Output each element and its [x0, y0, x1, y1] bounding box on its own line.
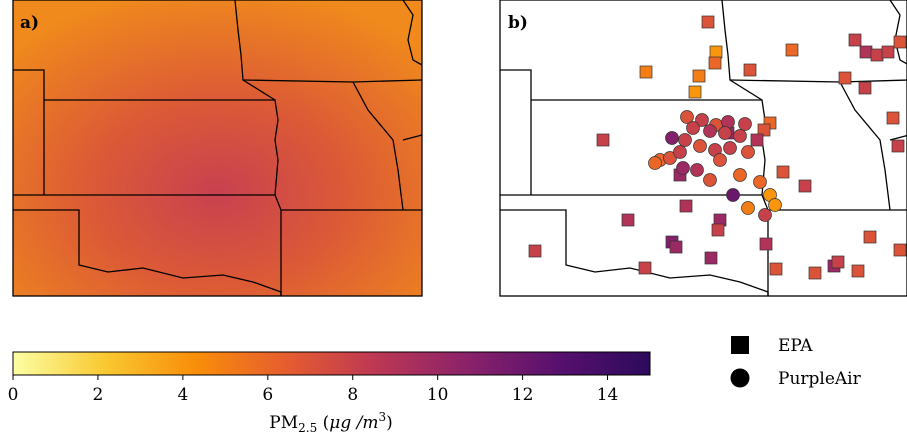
- epa-station: [709, 45, 723, 59]
- purpleair-station: [718, 126, 732, 140]
- purpleair-station: [738, 117, 752, 131]
- epa-station: [688, 85, 702, 99]
- state-border: [721, 0, 763, 101]
- epa-station: [891, 139, 905, 153]
- epa-station: [701, 15, 715, 29]
- purpleair-station: [680, 110, 694, 124]
- purpleair-station: [686, 121, 700, 135]
- tick-label: 6: [262, 385, 273, 405]
- purpleair-station: [726, 188, 740, 202]
- epa-station: [798, 179, 812, 193]
- epa-station: [528, 244, 542, 258]
- purpleair-station: [676, 161, 690, 175]
- purpleair-station: [703, 124, 717, 138]
- epa-station: [639, 65, 653, 79]
- epa-station: [776, 165, 790, 179]
- epa-station: [893, 35, 907, 49]
- purpleair-station: [690, 163, 704, 177]
- purpleair-station: [733, 129, 747, 143]
- tick-label: 2: [93, 385, 104, 405]
- epa-station: [679, 199, 693, 213]
- epa-station: [704, 251, 718, 265]
- state-border: [13, 209, 282, 296]
- purpleair-station: [713, 153, 727, 167]
- epa-station: [893, 243, 907, 257]
- epa-station: [881, 45, 895, 59]
- stations: [528, 15, 907, 280]
- epa-station: [750, 133, 764, 147]
- state-border: [402, 0, 423, 66]
- purpleair-station: [741, 145, 755, 159]
- epa-station: [785, 43, 799, 57]
- purpleair-station: [703, 173, 717, 187]
- epa-station: [596, 133, 610, 147]
- state-border: [839, 81, 891, 211]
- epa-station: [859, 45, 873, 59]
- purpleair-station: [673, 145, 687, 159]
- tick-label: 8: [347, 385, 358, 405]
- epa-station: [669, 240, 683, 254]
- epa-station: [757, 123, 771, 137]
- borders: [13, 0, 423, 296]
- legend-label: EPA: [778, 336, 813, 356]
- purpleair-station: [723, 141, 737, 155]
- panel-label: a): [20, 13, 39, 33]
- purpleair-station: [741, 201, 755, 215]
- purpleair-station: [768, 198, 782, 212]
- purpleair-station: [665, 131, 679, 145]
- legend-label: PurpleAir: [778, 369, 862, 389]
- epa-station: [858, 81, 872, 95]
- state-border: [234, 0, 276, 101]
- epa-station: [692, 69, 706, 83]
- state-border: [13, 69, 45, 195]
- purpleair-station: [693, 139, 707, 153]
- epa-station: [708, 56, 722, 70]
- epa-station: [638, 261, 652, 275]
- state-border: [352, 81, 404, 211]
- purpleair-station: [648, 156, 662, 170]
- epa-station: [870, 48, 884, 62]
- panel-a: a): [12, 0, 423, 297]
- epa-station: [831, 255, 845, 269]
- colorbar-ticks: 0 2 4 6 8 10 12 14: [8, 375, 619, 405]
- colorbar: [12, 351, 651, 376]
- epa-station: [886, 111, 900, 125]
- tick-label: 0: [8, 385, 19, 405]
- epa-station: [808, 266, 822, 280]
- tick-label: 4: [177, 385, 188, 405]
- purpleair-station: [678, 133, 692, 147]
- state-border: [402, 134, 423, 141]
- tick-label: 14: [597, 385, 619, 405]
- legend: EPA PurpleAir: [730, 336, 862, 389]
- purpleair-station: [753, 175, 767, 189]
- purpleair-station: [733, 168, 747, 182]
- purpleair-station: [663, 151, 677, 165]
- epa-station: [863, 230, 877, 244]
- tick-label: 10: [427, 385, 449, 405]
- epa-station: [838, 71, 852, 85]
- colorbar-label: PM2.5 (μg /m3): [269, 410, 392, 435]
- panel-b: b): [499, 0, 907, 297]
- tick-label: 12: [512, 385, 534, 405]
- epa-station: [743, 63, 757, 77]
- legend-marker: [730, 368, 750, 388]
- epa-station: [621, 213, 635, 227]
- pm-field: [13, 0, 422, 296]
- panel-label: b): [508, 13, 528, 33]
- epa-station: [759, 237, 773, 251]
- epa-station: [711, 223, 725, 237]
- purpleair-station: [695, 113, 709, 127]
- legend-marker: [731, 336, 749, 354]
- purpleair-station: [758, 208, 772, 222]
- state-border: [889, 134, 907, 141]
- state-border: [500, 69, 532, 195]
- epa-station: [848, 33, 862, 47]
- epa-station: [851, 264, 865, 278]
- epa-station: [769, 262, 783, 276]
